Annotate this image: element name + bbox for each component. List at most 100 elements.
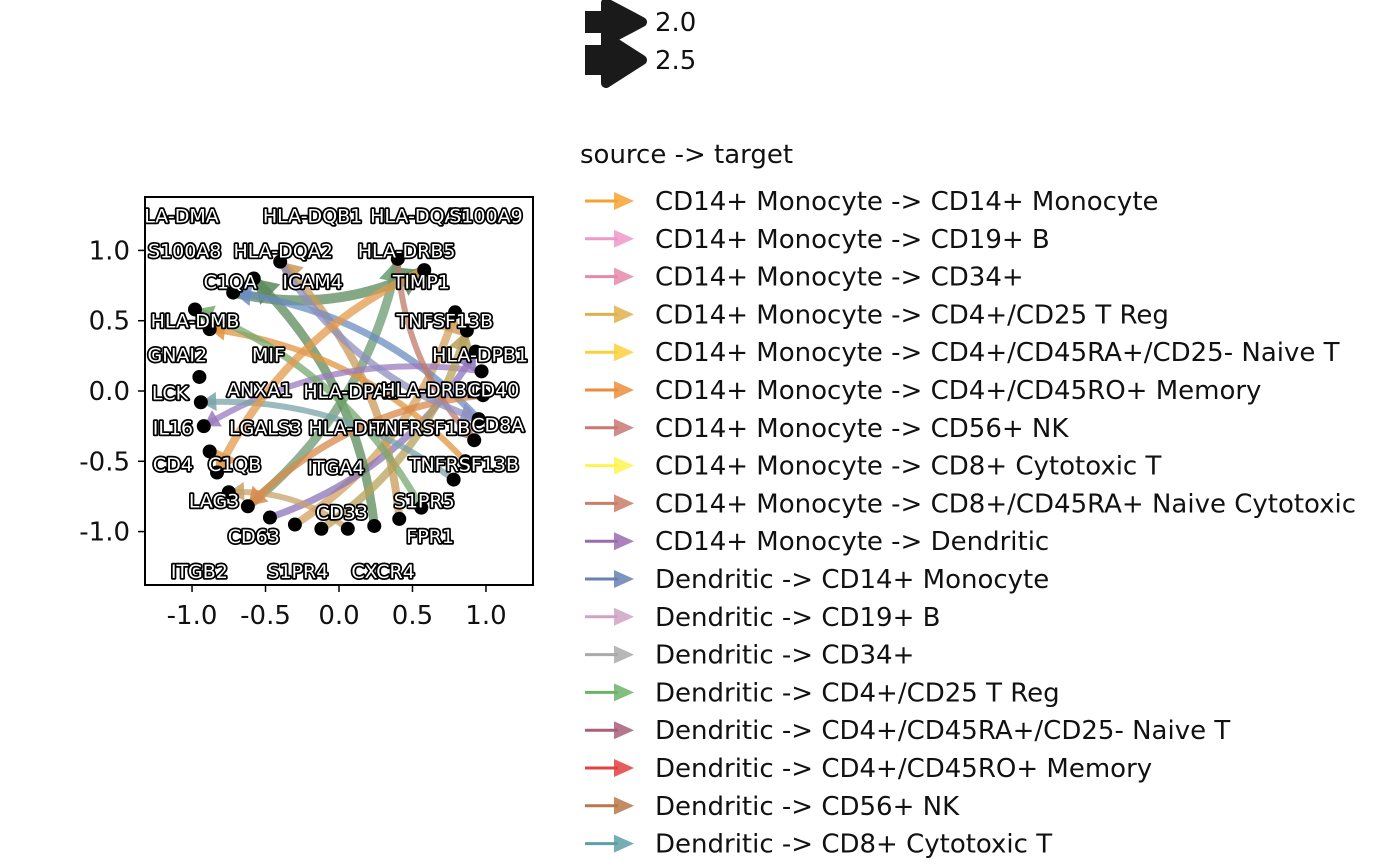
width-legend-label: 2.0: [655, 8, 696, 38]
node-label-outline: HLA-DRB1: [381, 380, 479, 402]
node-point-14: [446, 472, 461, 487]
pair-legend-arrowhead: [614, 759, 634, 777]
node-label-outline: HLA-DRA: [308, 418, 393, 440]
pair-legend-arrowhead: [614, 683, 634, 702]
pair-legend-entry: CD14+ Monocyte -> CD4+/CD45RO+ Memory: [585, 376, 1261, 406]
node-label-outline: LAG3: [189, 491, 240, 513]
node-label-text: MIF: [252, 344, 285, 366]
node-label-text: HLA-DRB1: [381, 380, 479, 402]
node-label-text: ITGB2: [171, 561, 228, 583]
pair-legend-arrowhead: [614, 229, 634, 248]
pair-legend-arrowhead: [614, 381, 634, 399]
pair-legend-entry: Dendritic -> CD56+ NK: [585, 792, 960, 822]
pair-legend-label: Dendritic -> CD8+ Cytotoxic T: [655, 830, 1052, 860]
pair-legend-label: CD14+ Monocyte -> CD8+/CD45RA+ Naive Cyt…: [655, 489, 1356, 519]
node-label-text: HLA-DPB1: [432, 344, 528, 366]
node-point-4: [210, 465, 225, 480]
node-point-10: [340, 521, 355, 536]
x-tick-label: 0.0: [318, 601, 359, 631]
pair-legend-label: Dendritic -> CD19+ B: [655, 603, 940, 633]
node-label-text: ANXA1: [227, 380, 292, 402]
x-tick-label: -1.0: [167, 601, 218, 631]
node-point-layer: [187, 251, 491, 536]
pair-legend-label: CD14+ Monocyte -> CD19+ B: [655, 225, 1050, 255]
pair-legend-title: source -> target: [580, 140, 793, 170]
node-label-outline: C1QA: [204, 271, 257, 293]
pair-legend-arrowhead: [614, 456, 634, 475]
pair-legend-label: CD14+ Monocyte -> Dendritic: [655, 527, 1049, 557]
pair-legend-entry: CD14+ Monocyte -> CD8+/CD45RA+ Naive Cyt…: [585, 489, 1356, 519]
node-label-text: S1PR4: [267, 561, 328, 583]
node-label-text: GNAI2: [148, 344, 208, 366]
pair-legend-entry: CD14+ Monocyte -> CD4+/CD45RA+/CD25- Nai…: [585, 338, 1340, 368]
pair-legend-label: Dendritic -> CD56+ NK: [655, 792, 960, 822]
pair-legend-entry: CD14+ Monocyte -> CD8+ Cytotoxic T: [585, 452, 1161, 482]
node-label-text: LAG3: [189, 491, 240, 513]
pair-legend-arrowhead: [614, 494, 634, 513]
pair-legend-entry: Dendritic -> CD8+ Cytotoxic T: [585, 830, 1052, 860]
node-point-26: [246, 271, 261, 286]
node-point-11: [367, 518, 382, 533]
edge-layer: [191, 254, 487, 533]
node-label-outline: S100A9: [449, 205, 522, 227]
node-label-outline: TNFSF13B: [396, 311, 494, 333]
pair-legend-arrowhead: [614, 645, 634, 664]
node-label-text: HLA-DQB1: [263, 205, 362, 227]
node-point-9: [314, 521, 329, 536]
x-axis-ticks: -1.0 -0.5 0.0 0.5 1.0: [167, 585, 507, 631]
node-label-outline: S1PR4: [267, 561, 328, 583]
pair-legend-entry: CD14+ Monocyte -> CD14+ Monocyte: [585, 187, 1159, 217]
pair-legend-label: CD14+ Monocyte -> CD8+ Cytotoxic T: [655, 452, 1161, 482]
node-label-text: TNFRSF13B: [408, 454, 519, 476]
node-label-outline: IL16: [153, 418, 193, 440]
edge-arrowhead-11: [228, 481, 245, 502]
y-tick-label: 0.5: [89, 307, 130, 337]
pair-legend-label: CD14+ Monocyte -> CD14+ Monocyte: [655, 187, 1159, 217]
pair-legend-entry: Dendritic -> CD19+ B: [585, 603, 940, 633]
pair-legend-label: CD14+ Monocyte -> CD4+/CD45RO+ Memory: [655, 376, 1261, 406]
node-point-5: [221, 485, 236, 500]
edge-arrowhead-6: [233, 283, 253, 307]
edge-10: [317, 326, 471, 533]
node-label-outline: HLA-DPA1: [303, 381, 398, 403]
node-label-text: HLA-DMA: [130, 205, 219, 227]
node-label-text: CD40: [467, 380, 519, 402]
node-point-24: [390, 251, 405, 266]
node-label-outline: ICAM4: [282, 271, 342, 293]
pair-legend-label: Dendritic -> CD4+/CD25 T Reg: [655, 678, 1060, 708]
node-point-12: [392, 511, 407, 526]
width-legend-entry: 2.0: [585, 0, 696, 46]
node-label-text: CXCR4: [351, 561, 414, 583]
node-label-text: LCK: [152, 382, 189, 404]
y-tick-label: -0.5: [79, 447, 130, 477]
node-label-outline: HLA-DMB: [151, 311, 240, 333]
node-label-text: CD4: [153, 454, 193, 476]
pair-legend-entry: CD14+ Monocyte -> CD4+/CD25 T Reg: [585, 300, 1169, 330]
node-label-outline: HLA-DQA1: [370, 205, 469, 227]
edge-15: [276, 258, 483, 423]
pair-legend-label: Dendritic -> CD4+/CD45RA+/CD25- Naive T: [655, 716, 1230, 746]
node-label-text: FPR1: [406, 526, 454, 548]
node-point-16: [467, 433, 482, 448]
node-label-text: CD33: [316, 502, 368, 524]
